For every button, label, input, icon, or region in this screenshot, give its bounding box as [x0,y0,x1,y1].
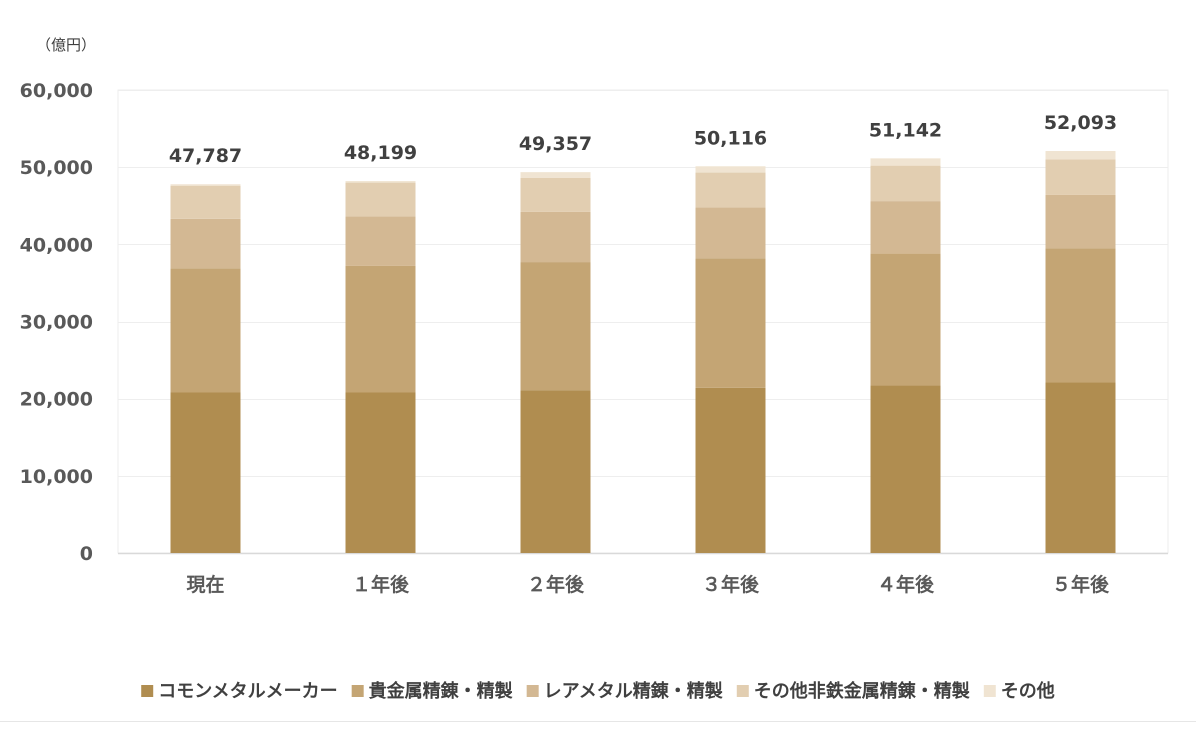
bars-layer [170,151,1116,553]
legend-swatch [983,685,996,697]
bar-segment [870,253,941,386]
total-data-label: 47,787 [169,145,242,167]
y-tick-label: 10,000 [20,466,93,488]
x-category-label: ２年後 [527,573,585,596]
bar-segment [345,265,416,393]
bar-stack [170,184,241,553]
legend-label: レアメタル精錬・精製 [544,680,723,702]
x-category-label: 現在 [186,573,224,596]
bar-stack [870,158,941,553]
bar-segment [870,165,941,202]
bar-segment [345,181,416,183]
total-data-label: 52,093 [1044,112,1117,134]
legend-label: その他非鉄金属精錬・精製 [754,680,970,702]
bar-segment [1045,159,1116,195]
legend-swatch [141,685,154,697]
bar-segment [695,166,766,173]
total-data-label: 50,116 [694,127,767,149]
bar-segment [520,262,591,391]
bar-segment [1045,382,1116,553]
bar-segment [345,392,416,553]
legend-item: 貴金属精錬・精製 [351,680,513,702]
y-tick-label: 60,000 [20,80,93,102]
bar-segment [870,201,941,254]
legend-swatch [526,685,539,697]
legend-item: コモンメタルメーカー [141,681,338,702]
x-category-label: １年後 [352,573,410,596]
y-tick-label: 20,000 [20,389,93,411]
bar-segment [520,172,591,178]
legend-item: その他非鉄金属精錬・精製 [736,680,970,702]
bar-segment [170,184,241,186]
labels-layer: 47,787 現在 48,199 １年後 49,357 ２年後 50,116 ３年後 51,14… [169,112,1117,596]
x-category-label: ４年後 [877,573,935,596]
bar-segment [695,207,766,259]
bar-segment [870,158,941,166]
plot-area-frame [117,89,1169,554]
y-tick-label: 50,000 [20,157,93,179]
bar-segment [345,182,416,217]
legend-label: 貴金属精錬・精製 [369,680,513,702]
grid-layer: 0 10,000 20,000 30,000 40,000 50,000 60,000 [20,80,1169,565]
y-tick-label: 0 [80,543,93,565]
legend-label: その他 [1001,680,1055,702]
legend-label: コモンメタルメーカー [158,681,337,702]
y-tick-label: 30,000 [20,312,93,334]
legend-swatch [351,685,364,697]
total-data-label: 49,357 [519,133,592,155]
bar-segment [1045,248,1116,383]
legend-swatch [736,685,749,697]
bar-segment [520,390,591,553]
bar-segment [1045,151,1116,160]
x-category-label: ５年後 [1052,573,1110,596]
bar-segment [870,385,941,553]
bar-segment [170,268,241,393]
bar-segment [520,211,591,263]
bar-stack [345,181,416,553]
bottom-divider [0,721,1196,722]
bar-segment [1045,194,1116,249]
legend-item: その他 [983,680,1055,702]
bar-segment [345,216,416,266]
x-category-label: ３年後 [702,573,760,596]
legend-item: レアメタル精錬・精製 [526,680,723,702]
bar-segment [170,185,241,219]
bar-segment [170,392,241,553]
bar-segment [695,258,766,388]
total-data-label: 51,142 [869,119,942,141]
bar-segment [170,218,241,269]
total-data-label: 48,199 [344,142,417,164]
unit-label: （億円） [36,36,96,54]
bar-stack [695,166,766,553]
bar-segment [695,172,766,208]
legend: コモンメタルメーカー 貴金属精錬・精製 レアメタル精錬・精製 その他非鉄金属精錬・精製… [141,680,1055,702]
y-tick-label: 40,000 [20,234,93,256]
bar-stack [520,172,591,553]
bar-segment [695,387,766,553]
bar-stack [1045,151,1116,553]
bar-segment [520,177,591,212]
